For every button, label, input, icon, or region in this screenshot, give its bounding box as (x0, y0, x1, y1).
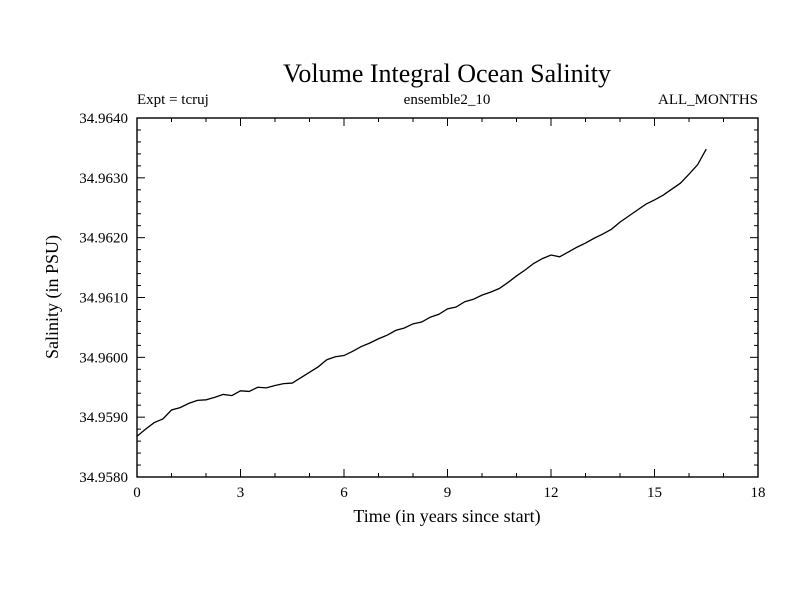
annotation-ensemble: ensemble2_10 (404, 92, 491, 108)
axis-ticks (136, 117, 759, 478)
annotation-months: ALL_MONTHS (658, 92, 758, 108)
y-tick-label: 34.9580 (79, 470, 128, 486)
x-tick-label: 0 (133, 485, 141, 501)
chart-title: Volume Integral Ocean Salinity (283, 59, 611, 88)
x-tick-label: 6 (340, 485, 348, 501)
y-tick-label: 34.9610 (79, 291, 128, 307)
y-tick-label: 34.9590 (79, 410, 128, 426)
x-tick-label: 9 (444, 485, 452, 501)
annotation-expt: Expt = tcruj (137, 92, 209, 108)
y-tick-label: 34.9620 (79, 231, 128, 247)
axis-tick-labels: 0 3 6 9 12 15 18 34.9580 34.9590 34.9600 34.9610 34… (79, 111, 765, 501)
x-tick-label: 3 (237, 485, 245, 501)
salinity-line (136, 148, 707, 437)
y-axis-label: Salinity (in PSU) (42, 235, 63, 359)
y-tick-label: 34.9640 (79, 111, 128, 127)
y-tick-label: 34.9630 (79, 171, 128, 187)
x-axis-label: Time (in years since start) (353, 506, 540, 527)
x-tick-label: 15 (647, 485, 662, 501)
x-tick-label: 18 (751, 485, 766, 501)
plot-frame (136, 117, 759, 478)
x-tick-label: 12 (544, 485, 559, 501)
y-tick-label: 34.9600 (79, 350, 128, 366)
